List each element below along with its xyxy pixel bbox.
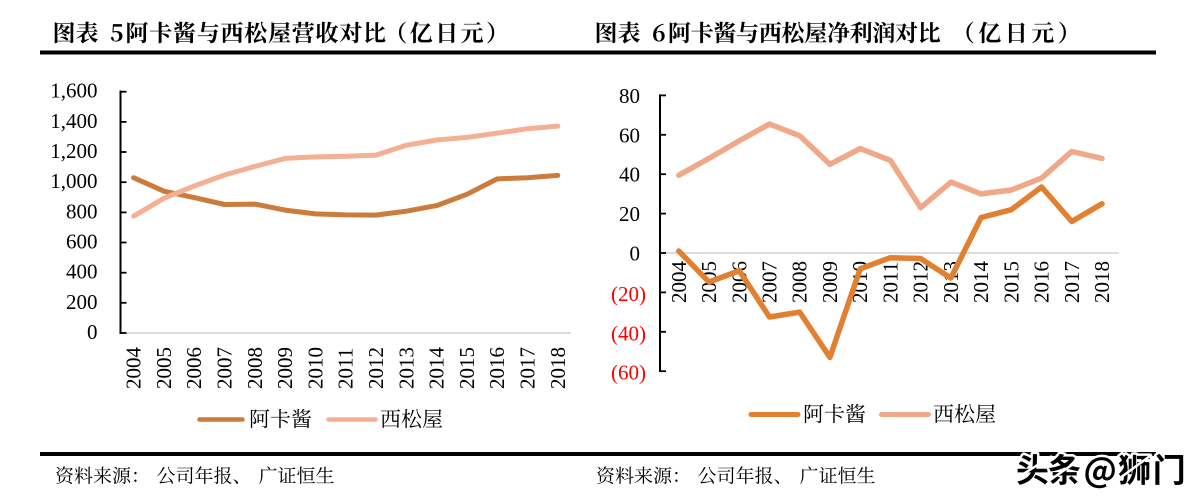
svg-text:1,400: 1,400 [50, 109, 97, 133]
svg-text:2017: 2017 [1060, 261, 1084, 303]
svg-text:1,600: 1,600 [50, 79, 97, 103]
svg-text:2007: 2007 [758, 261, 782, 303]
svg-text:2018: 2018 [546, 347, 570, 389]
svg-text:(40): (40) [611, 321, 646, 345]
svg-text:2008: 2008 [788, 261, 812, 303]
svg-text:2011: 2011 [334, 348, 358, 389]
svg-text:(60): (60) [611, 361, 646, 385]
svg-text:2016: 2016 [485, 347, 509, 389]
svg-text:2004: 2004 [122, 347, 146, 390]
svg-text:2014: 2014 [969, 261, 993, 304]
svg-text:2009: 2009 [273, 347, 297, 389]
svg-text:1,000: 1,000 [50, 169, 97, 193]
svg-text:400: 400 [66, 260, 98, 284]
svg-text:2012: 2012 [909, 261, 933, 303]
svg-text:20: 20 [619, 202, 640, 226]
svg-text:2012: 2012 [364, 347, 388, 389]
svg-text:1,200: 1,200 [50, 139, 97, 163]
svg-text:800: 800 [66, 199, 98, 223]
svg-text:2010: 2010 [303, 347, 327, 389]
svg-text:80: 80 [619, 84, 640, 108]
svg-text:40: 40 [619, 163, 640, 187]
svg-text:2013: 2013 [394, 347, 418, 389]
svg-text:2008: 2008 [243, 347, 267, 389]
svg-text:2016: 2016 [1030, 261, 1054, 303]
svg-text:600: 600 [66, 230, 98, 254]
svg-text:0: 0 [87, 320, 98, 344]
svg-text:200: 200 [66, 290, 98, 314]
svg-text:2018: 2018 [1090, 261, 1114, 303]
svg-text:2014: 2014 [425, 347, 449, 390]
svg-text:2007: 2007 [213, 347, 237, 389]
svg-text:0: 0 [630, 242, 641, 266]
svg-text:2006: 2006 [182, 347, 206, 389]
svg-text:2015: 2015 [455, 347, 479, 389]
svg-text:2011: 2011 [878, 262, 902, 303]
svg-text:2009: 2009 [818, 261, 842, 303]
svg-text:2005: 2005 [152, 347, 176, 389]
svg-text:(20): (20) [611, 282, 646, 306]
svg-text:2015: 2015 [999, 261, 1023, 303]
svg-text:2017: 2017 [516, 347, 540, 389]
svg-text:2004: 2004 [667, 261, 691, 304]
svg-text:60: 60 [619, 123, 640, 147]
